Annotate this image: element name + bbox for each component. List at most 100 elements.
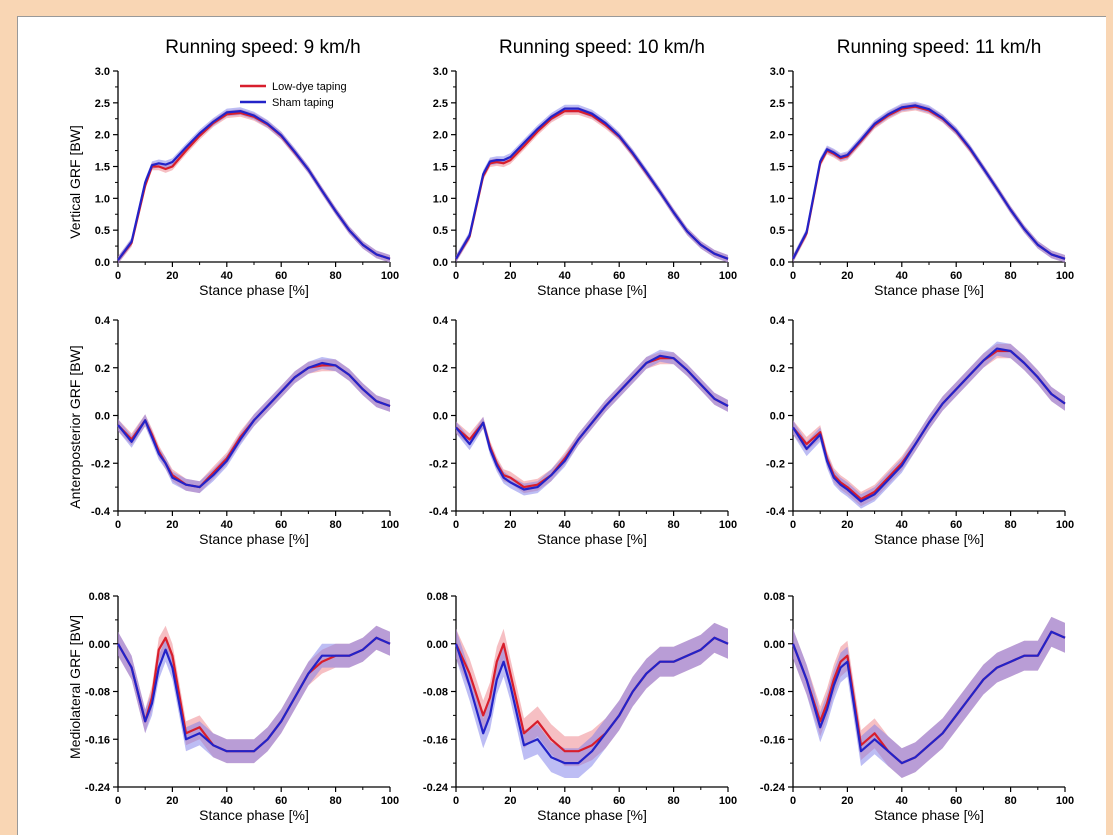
series-line-sham [454, 636, 729, 765]
figure-frame: Running speed: 9 km/h Running speed: 10 … [17, 16, 1106, 835]
variability-band-low-dye [793, 102, 1065, 263]
y-tick-label: 0.5 [95, 225, 110, 237]
x-tick-label: 80 [329, 270, 341, 282]
x-tick-label: 100 [719, 795, 737, 807]
x-tick-label: 80 [329, 519, 341, 531]
y-tick-label: 1.5 [770, 162, 785, 174]
series-line-low-dye [117, 364, 391, 489]
series-line-low-dye [455, 110, 729, 260]
variability-band-sham [793, 341, 1065, 509]
panel-2-0: 0 20 40 60 80 100 Stance phase [%] -0.24 -0.16 -0… [85, 591, 399, 823]
panel-0-0: 0 20 40 60 80 100 Stance phase [%] 0.0 0.5 1.0 1.5… [95, 66, 399, 298]
variability-band-sham [456, 622, 728, 778]
y-tick-label: 0.2 [433, 363, 448, 375]
y-tick-label: 0.08 [89, 591, 110, 603]
y-tick-label: -0.4 [766, 506, 786, 518]
x-tick-label: 100 [719, 519, 737, 531]
x-tick-label: 20 [504, 270, 516, 282]
x-axis-title: Stance phase [%] [874, 807, 984, 823]
y-tick-label: 1.0 [770, 193, 785, 205]
x-tick-label: 40 [896, 795, 908, 807]
x-tick-label: 0 [115, 270, 121, 282]
y-tick-label: 0.2 [95, 363, 110, 375]
y-tick-label: 2.5 [95, 98, 110, 110]
y-tick-label: 3.0 [770, 66, 785, 78]
x-tick-label: 60 [613, 795, 625, 807]
x-tick-label: 80 [1004, 270, 1016, 282]
y-tick-label: 0.0 [95, 411, 110, 423]
x-tick-label: 0 [115, 519, 121, 531]
x-tick-label: 80 [1004, 519, 1016, 531]
x-tick-label: 40 [221, 270, 233, 282]
series-line-low-dye [117, 111, 391, 261]
x-tick-label: 60 [275, 795, 287, 807]
x-tick-label: 80 [1004, 795, 1016, 807]
x-tick-label: 0 [453, 270, 459, 282]
y-tick-label: 1.0 [433, 193, 448, 205]
y-tick-label: 0.0 [433, 257, 448, 269]
series-line-sham [455, 107, 729, 260]
x-tick-label: 80 [667, 519, 679, 531]
y-tick-label: 0.2 [770, 363, 785, 375]
x-axis-title: Stance phase [%] [199, 807, 309, 823]
y-tick-label: 0.00 [764, 639, 785, 651]
y-tick-label: 0.08 [427, 591, 448, 603]
y-tick-label: 1.5 [95, 162, 110, 174]
ylabel-anteroposterior: Anteroposterior GRF [BW] [67, 345, 83, 508]
panel-2-2: 0 20 40 60 80 100 Stance phase [%] -0.24 -0.16 -0… [760, 591, 1074, 823]
x-tick-label: 20 [504, 519, 516, 531]
y-tick-label: 0.4 [95, 315, 111, 327]
grf-figure: Running speed: 9 km/h Running speed: 10 … [67, 37, 1074, 823]
panel-1-0: 0 20 40 60 80 100 Stance phase [%] -0.4 -0.2 0.0 0… [91, 315, 399, 547]
x-tick-label: 60 [950, 795, 962, 807]
x-tick-label: 0 [790, 270, 796, 282]
x-tick-label: 0 [790, 519, 796, 531]
x-tick-label: 40 [559, 270, 571, 282]
y-tick-label: 2.0 [770, 130, 785, 142]
chart-panels: 0 20 40 60 80 100 Stance phase [%] 0.0 0.5 1.0 1.5… [85, 66, 1074, 823]
variability-band-low-dye [456, 107, 728, 263]
y-tick-label: 0.0 [433, 411, 448, 423]
y-tick-label: -0.24 [85, 782, 111, 794]
ylabel-vertical: Vertical GRF [BW] [67, 125, 83, 239]
y-tick-label: 1.5 [433, 162, 448, 174]
x-axis-title: Stance phase [%] [537, 282, 647, 298]
x-tick-label: 80 [329, 795, 341, 807]
y-tick-label: 0.0 [770, 411, 785, 423]
column-title-9kmh: Running speed: 9 km/h [165, 37, 360, 58]
x-tick-label: 40 [896, 270, 908, 282]
variability-band-sham [456, 104, 728, 263]
x-tick-label: 20 [166, 519, 178, 531]
x-axis-title: Stance phase [%] [537, 531, 647, 547]
x-tick-label: 0 [453, 795, 459, 807]
y-tick-label: 2.0 [95, 130, 110, 142]
x-tick-label: 20 [841, 795, 853, 807]
y-tick-label: 0.0 [95, 257, 110, 269]
y-tick-label: -0.08 [760, 687, 785, 699]
series-line-sham [117, 636, 391, 753]
x-tick-label: 20 [841, 519, 853, 531]
series-line-sham [455, 354, 729, 491]
y-tick-label: 0.08 [764, 591, 785, 603]
x-tick-label: 20 [841, 270, 853, 282]
y-tick-label: 2.5 [433, 98, 448, 110]
x-tick-label: 20 [504, 795, 516, 807]
x-axis-title: Stance phase [%] [537, 807, 647, 823]
panel-0-1: 0 20 40 60 80 100 Stance phase [%] 0.0 0.5 1.0 1.5… [433, 66, 737, 298]
x-tick-label: 100 [381, 519, 399, 531]
series-line-sham [117, 361, 391, 489]
panel-1-2: 0 20 40 60 80 100 Stance phase [%] -0.4 -0.2 0.0 0… [766, 315, 1074, 547]
x-axis-title: Stance phase [%] [874, 282, 984, 298]
y-tick-label: -0.08 [85, 687, 110, 699]
x-tick-label: 0 [790, 795, 796, 807]
x-tick-label: 60 [950, 519, 962, 531]
series-line-sham [791, 630, 1066, 765]
x-tick-label: 60 [275, 519, 287, 531]
y-tick-label: -0.08 [423, 687, 448, 699]
variability-band-low-dye [118, 109, 390, 264]
x-axis-title: Stance phase [%] [199, 531, 309, 547]
legend-label-sham: Sham taping [272, 97, 334, 109]
y-tick-label: -0.16 [760, 734, 785, 746]
x-tick-label: 40 [221, 795, 233, 807]
x-tick-label: 40 [559, 795, 571, 807]
